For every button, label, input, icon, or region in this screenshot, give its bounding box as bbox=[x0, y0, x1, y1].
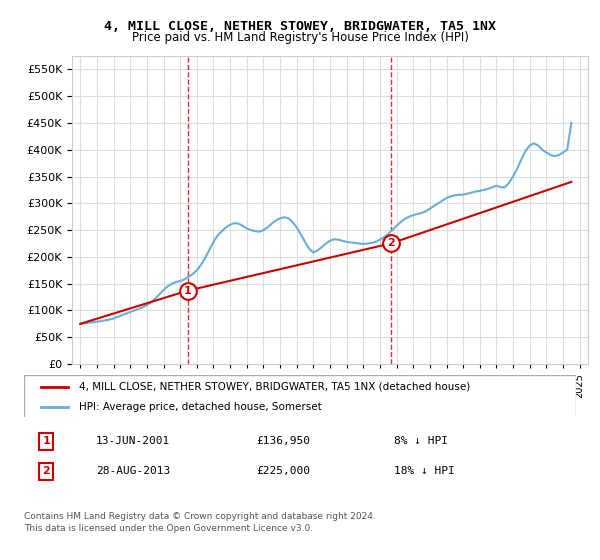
Text: 2: 2 bbox=[42, 466, 50, 477]
Text: 13-JUN-2001: 13-JUN-2001 bbox=[96, 436, 170, 446]
Text: Price paid vs. HM Land Registry's House Price Index (HPI): Price paid vs. HM Land Registry's House … bbox=[131, 31, 469, 44]
Text: 18% ↓ HPI: 18% ↓ HPI bbox=[394, 466, 455, 477]
Text: 1: 1 bbox=[42, 436, 50, 446]
Text: 2: 2 bbox=[387, 239, 395, 249]
Text: 28-AUG-2013: 28-AUG-2013 bbox=[96, 466, 170, 477]
Text: 8% ↓ HPI: 8% ↓ HPI bbox=[394, 436, 448, 446]
Text: 4, MILL CLOSE, NETHER STOWEY, BRIDGWATER, TA5 1NX: 4, MILL CLOSE, NETHER STOWEY, BRIDGWATER… bbox=[104, 20, 496, 32]
Text: This data is licensed under the Open Government Licence v3.0.: This data is licensed under the Open Gov… bbox=[24, 524, 313, 533]
Text: Contains HM Land Registry data © Crown copyright and database right 2024.: Contains HM Land Registry data © Crown c… bbox=[24, 512, 376, 521]
Text: £225,000: £225,000 bbox=[256, 466, 310, 477]
Text: HPI: Average price, detached house, Somerset: HPI: Average price, detached house, Some… bbox=[79, 402, 322, 412]
Text: 1: 1 bbox=[184, 286, 191, 296]
Text: £136,950: £136,950 bbox=[256, 436, 310, 446]
Text: 4, MILL CLOSE, NETHER STOWEY, BRIDGWATER, TA5 1NX (detached house): 4, MILL CLOSE, NETHER STOWEY, BRIDGWATER… bbox=[79, 382, 470, 392]
FancyBboxPatch shape bbox=[24, 375, 576, 418]
